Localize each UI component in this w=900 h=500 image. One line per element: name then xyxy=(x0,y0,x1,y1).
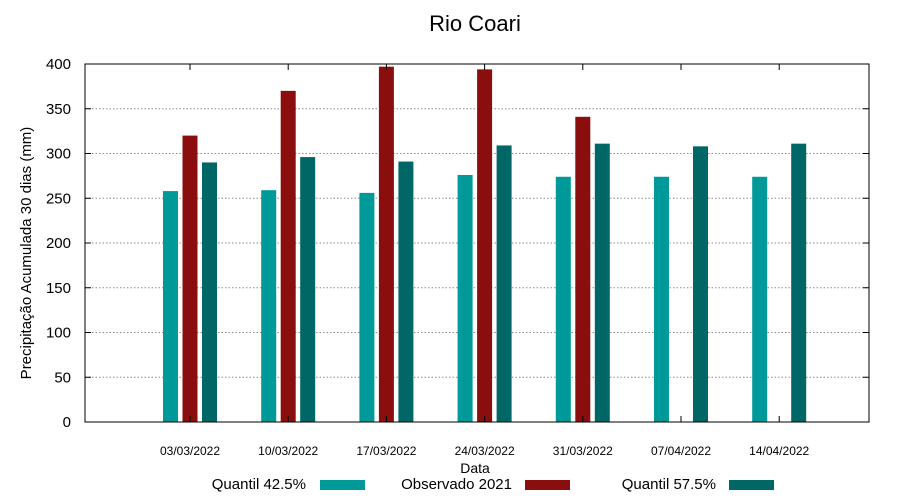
x-tick-label: 07/04/2022 xyxy=(651,444,711,458)
bar-observado-2021-4 xyxy=(575,116,591,423)
bar-quantil-57-5--2 xyxy=(398,161,414,422)
bars xyxy=(163,66,807,423)
legend-label: Observado 2021 xyxy=(401,476,512,493)
legend-swatch xyxy=(729,480,774,490)
y-tick-label: 150 xyxy=(46,280,71,297)
y-tick-label: 350 xyxy=(46,101,71,118)
x-tick-label: 03/03/2022 xyxy=(160,444,220,458)
bar-quantil-57-5--3 xyxy=(496,145,512,422)
legend-label: Quantil 57.5% xyxy=(622,476,716,493)
legend-label: Quantil 42.5% xyxy=(212,476,306,493)
y-tick-label: 50 xyxy=(54,369,71,386)
x-tick-label: 14/04/2022 xyxy=(749,444,809,458)
bar-observado-2021-2 xyxy=(378,66,394,422)
bar-quantil-42-5--3 xyxy=(457,174,473,422)
y-tick-label: 400 xyxy=(46,56,71,73)
y-axis-label: Precipitação Acumulada 30 dias (mm) xyxy=(18,127,35,380)
x-tick-label: 10/03/2022 xyxy=(258,444,318,458)
bar-observado-2021-1 xyxy=(280,90,296,422)
legend: Quantil 42.5% Observado 2021 Quantil 57.5% xyxy=(212,476,774,493)
y-tick-label: 0 xyxy=(63,414,71,431)
x-axis-ticks: 03/03/2022 10/03/2022 17/03/2022 24/03/2022… xyxy=(160,64,810,458)
y-tick-label: 250 xyxy=(46,190,71,207)
bar-quantil-42-5--2 xyxy=(359,192,375,422)
bar-quantil-42-5--1 xyxy=(261,190,277,422)
legend-swatch xyxy=(525,480,570,490)
x-tick-label: 24/03/2022 xyxy=(455,444,515,458)
bar-quantil-57-5--6 xyxy=(791,143,807,422)
y-tick-label: 300 xyxy=(46,146,71,163)
chart-title: Rio Coari xyxy=(429,11,521,36)
bar-quantil-42-5--5 xyxy=(654,176,669,422)
y-axis-ticks: 0 50 100 150 200 250 300 350 400 xyxy=(46,56,869,431)
x-axis-label: Data xyxy=(460,460,490,476)
x-tick-label: 17/03/2022 xyxy=(356,444,416,458)
bar-quantil-57-5--1 xyxy=(300,157,316,422)
y-tick-label: 200 xyxy=(46,235,71,252)
bar-quantil-57-5--4 xyxy=(594,143,610,422)
bar-observado-2021-0 xyxy=(182,135,198,422)
y-tick-label: 100 xyxy=(46,325,71,342)
x-tick-label: 31/03/2022 xyxy=(553,444,613,458)
bar-quantil-42-5--4 xyxy=(555,176,571,422)
bar-quantil-57-5--0 xyxy=(202,162,217,422)
bar-quantil-57-5--5 xyxy=(693,146,708,422)
bar-observado-2021-3 xyxy=(477,69,493,423)
legend-swatch xyxy=(320,480,365,490)
bar-quantil-42-5--0 xyxy=(163,191,178,422)
bar-quantil-42-5--6 xyxy=(752,176,768,422)
